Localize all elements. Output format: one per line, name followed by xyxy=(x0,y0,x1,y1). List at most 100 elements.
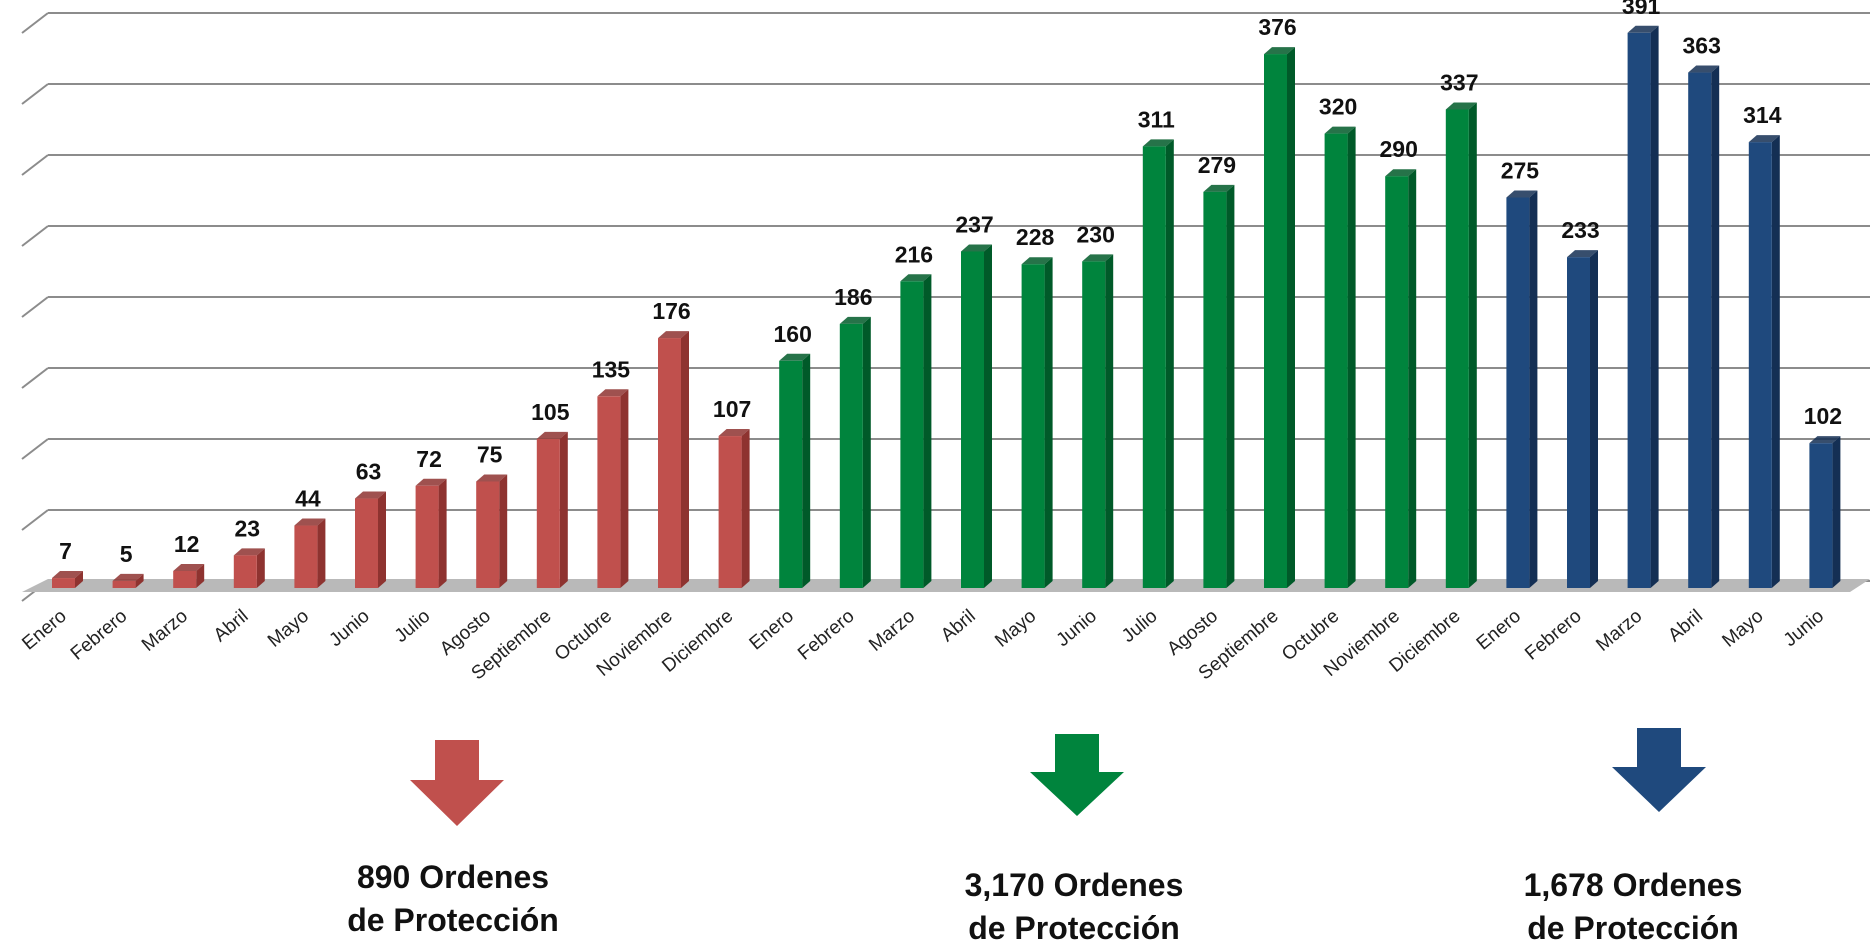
bar-side xyxy=(620,389,629,588)
summary-green-line1: 3,170 Ordenes xyxy=(964,867,1184,903)
data-label: 107 xyxy=(713,396,751,422)
bar-top xyxy=(1264,47,1295,55)
bar-side xyxy=(438,478,447,588)
data-label: 290 xyxy=(1380,136,1418,162)
data-label: 12 xyxy=(174,531,200,557)
data-label: 186 xyxy=(834,284,872,310)
bar-side xyxy=(1408,169,1417,588)
data-label: 23 xyxy=(235,515,261,541)
data-label: 320 xyxy=(1319,94,1357,120)
bar-top xyxy=(536,431,568,439)
bar-side xyxy=(862,316,871,588)
bar-side xyxy=(499,474,508,588)
data-label: 160 xyxy=(774,321,812,347)
data-label: 376 xyxy=(1258,14,1296,40)
x-tick-label: Febrero xyxy=(1521,606,1585,665)
bar xyxy=(1264,54,1287,588)
summary-blue: 1,678 Ordenes de Protección xyxy=(1463,864,1803,950)
data-label: 72 xyxy=(416,446,442,472)
data-label: 75 xyxy=(477,442,503,468)
bar xyxy=(233,555,257,588)
bar-top xyxy=(1142,139,1174,147)
x-tick-label: Marzo xyxy=(1592,606,1646,656)
summary-green: 3,170 Ordenes de Protección xyxy=(904,864,1244,950)
bar-side xyxy=(1529,190,1538,588)
bar xyxy=(1082,261,1106,588)
data-label: 216 xyxy=(895,241,933,267)
bar-side xyxy=(1771,135,1780,588)
x-tick-label: Febrero xyxy=(67,606,131,665)
bar-side xyxy=(1226,184,1235,588)
bar-top xyxy=(112,573,144,581)
bar xyxy=(1021,264,1045,588)
gridline-slant xyxy=(21,225,49,247)
bar xyxy=(52,578,75,588)
bar-top xyxy=(294,518,326,526)
bar xyxy=(1748,142,1772,588)
bar xyxy=(294,525,318,588)
data-label: 279 xyxy=(1198,152,1236,178)
bar-top xyxy=(779,353,811,361)
bar-top xyxy=(718,429,750,437)
x-tick-label: Junio xyxy=(1780,606,1828,651)
bar-top xyxy=(597,389,629,397)
bar-top xyxy=(839,316,871,324)
x-tick-label: Junio xyxy=(325,606,373,651)
x-tick-label: Abril xyxy=(210,606,253,647)
data-label: 63 xyxy=(356,459,382,485)
x-tick-label: Mayo xyxy=(1718,606,1767,652)
bar-top xyxy=(173,563,205,571)
data-label: 5 xyxy=(120,541,133,567)
summary-red-line1: 890 Ordenes xyxy=(356,859,550,895)
data-label: 233 xyxy=(1561,217,1599,243)
x-tick-label: Julio xyxy=(391,606,434,647)
bar-side xyxy=(559,431,568,588)
bar xyxy=(1142,146,1166,588)
data-label: 237 xyxy=(955,211,993,237)
gridline-slant xyxy=(21,83,49,105)
bar xyxy=(779,360,803,588)
bar-side xyxy=(1347,126,1356,588)
bar-side xyxy=(1590,250,1598,588)
bar xyxy=(718,436,742,588)
bar xyxy=(1627,32,1651,588)
gridline-slant xyxy=(21,367,49,389)
bar xyxy=(355,498,378,588)
data-label: 44 xyxy=(295,486,321,512)
bar xyxy=(1445,109,1469,589)
bar xyxy=(1506,197,1530,588)
bar-side xyxy=(1650,25,1659,588)
bar-top xyxy=(1203,184,1235,192)
summary-blue-line2: de Protección xyxy=(1527,910,1739,946)
bar-side xyxy=(1287,47,1295,588)
bar-top xyxy=(658,331,689,339)
arrow-down-icon-red xyxy=(410,740,504,826)
bar xyxy=(658,338,681,588)
bar-top xyxy=(1385,169,1417,177)
x-tick-label: Mayo xyxy=(991,606,1040,652)
bar-side xyxy=(196,563,205,588)
x-tick-label: Mayo xyxy=(264,606,313,652)
bar xyxy=(112,580,136,588)
bar-top xyxy=(1506,190,1538,198)
bar xyxy=(1385,176,1409,588)
bar-top xyxy=(1748,135,1780,143)
x-tick-label: Febrero xyxy=(794,606,858,665)
data-label: 102 xyxy=(1804,403,1842,429)
bar xyxy=(536,438,560,588)
bar-top xyxy=(52,571,83,579)
gridline-slant xyxy=(21,438,49,460)
bar-side xyxy=(378,491,386,588)
bar-top xyxy=(355,491,386,499)
gridline-slant xyxy=(21,509,49,531)
bar-top xyxy=(476,474,508,482)
bar-side xyxy=(681,331,689,588)
bar-top xyxy=(1688,65,1720,73)
x-tick-label: Enero xyxy=(746,606,798,655)
bar-top xyxy=(233,548,265,556)
data-label: 311 xyxy=(1138,106,1175,132)
bar xyxy=(415,485,439,588)
bar xyxy=(173,570,197,588)
gridline-slant xyxy=(21,296,49,318)
bar xyxy=(839,323,863,588)
